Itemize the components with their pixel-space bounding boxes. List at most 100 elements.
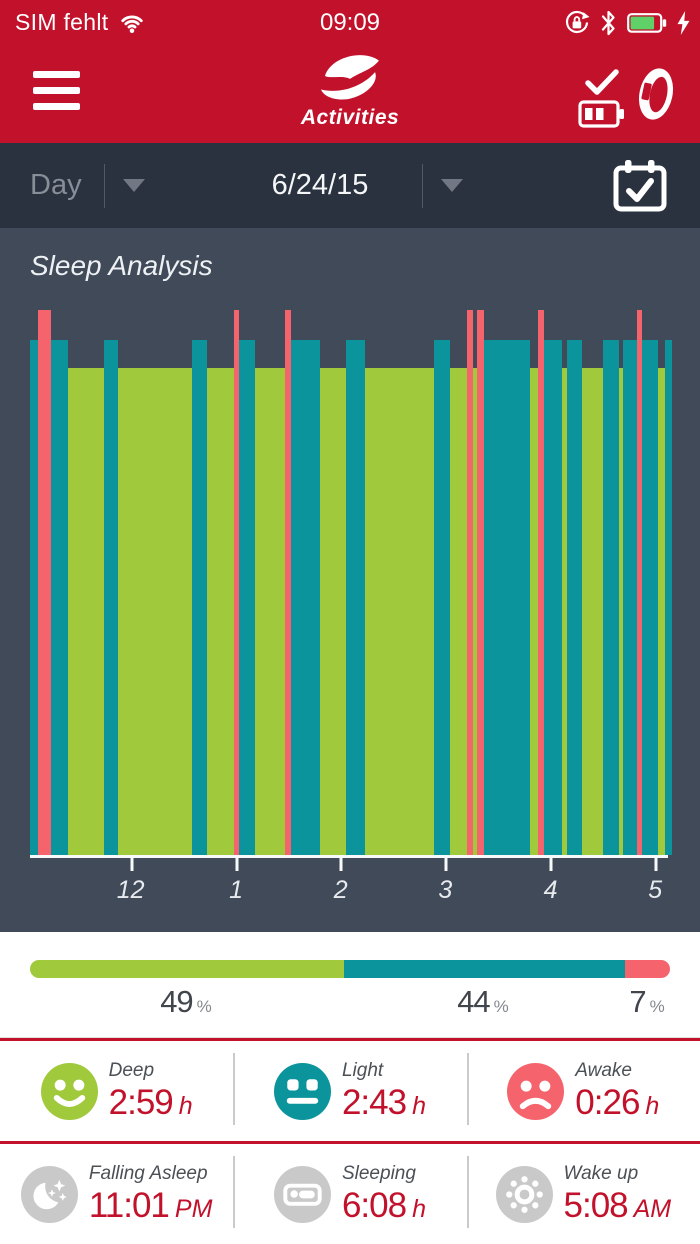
chart-segment-deep — [450, 367, 467, 855]
stat-unit: h — [412, 1091, 426, 1120]
bluetooth-icon — [600, 9, 617, 37]
moon-stars-icon — [20, 1165, 78, 1223]
x-axis-tick-label: 3 — [438, 876, 453, 904]
separator — [103, 163, 105, 208]
chart-segment-light — [30, 339, 38, 855]
x-axis-tick — [130, 858, 134, 871]
chart-segment-deep — [207, 367, 234, 855]
x-axis-tick-label: 12 — [116, 876, 145, 904]
device-sync-status — [578, 69, 626, 129]
distribution-segment-deep — [30, 960, 344, 978]
sleep-phase-stats-row: Deep 2:59 h Light 2:43 h — [0, 1038, 700, 1141]
sleep-distribution-bar — [30, 960, 670, 978]
x-axis-labels: 12 1 2 3 4 5 — [30, 876, 672, 910]
chart-segment-deep — [118, 367, 192, 855]
chart-segment-deep — [562, 367, 567, 855]
stat-label: Wake up — [563, 1162, 639, 1184]
sleep-times-stats-row: Falling Asleep 11:01 PM Sleeping 6:08 h — [0, 1141, 700, 1244]
happy-face-icon — [40, 1062, 98, 1120]
chart-segment-light — [291, 339, 320, 855]
stat-unit: h — [645, 1091, 660, 1120]
chart-segment-awake — [467, 310, 473, 855]
stat-value: 5:08 — [563, 1185, 629, 1225]
charging-icon — [677, 10, 690, 35]
x-axis-tick-label: 1 — [229, 876, 243, 904]
x-axis-tick-label: 5 — [648, 876, 663, 904]
stat-label: Sleeping — [341, 1162, 416, 1184]
stat-label: Light — [341, 1059, 384, 1081]
stat-unit: h — [412, 1194, 426, 1223]
stat-light: Light 2:43 h — [233, 1041, 466, 1141]
stat-value: 11:01 — [88, 1185, 170, 1225]
x-axis-tick-label: 4 — [543, 876, 558, 904]
chart-segment-deep — [473, 367, 477, 855]
x-axis-ticks — [30, 858, 672, 872]
status-bar: SIM fehlt 09:09 — [0, 0, 700, 45]
chart-segment-light — [104, 339, 118, 855]
battery-icon — [627, 12, 667, 34]
stat-awake: Awake 0:26 h — [466, 1041, 700, 1141]
chart-segment-awake — [38, 310, 51, 855]
stat-label: Falling Asleep — [88, 1162, 208, 1184]
x-axis-tick — [654, 858, 658, 871]
app-header: Activities — [0, 45, 700, 143]
app-logo: Activities — [0, 49, 700, 130]
date-selector[interactable]: 6/24/15 — [240, 143, 463, 228]
chart-segment-deep — [68, 367, 104, 855]
sleep-distribution-labels: 49% 44% 7% — [0, 984, 700, 1024]
chart-segment-awake — [538, 310, 544, 855]
chart-segment-deep — [658, 367, 665, 855]
chart-segment-light — [665, 339, 672, 855]
check-icon — [585, 69, 619, 96]
x-axis-tick — [549, 858, 553, 871]
chart-segment-light — [434, 339, 450, 855]
sun-icon — [495, 1165, 553, 1223]
x-axis-tick-label: 2 — [333, 876, 348, 904]
stat-falling-asleep: Falling Asleep 11:01 PM — [0, 1144, 233, 1244]
x-axis-tick — [444, 858, 448, 871]
menu-button[interactable] — [33, 71, 80, 119]
sleep-chart — [30, 310, 672, 855]
chart-segment-light — [239, 339, 255, 855]
calendar-check-icon — [613, 160, 667, 212]
chart-segment-light — [346, 339, 365, 855]
carrier-label: SIM fehlt — [15, 9, 109, 35]
stat-value: 0:26 — [575, 1082, 640, 1122]
chart-segment-light — [603, 339, 619, 855]
chart-segment-awake — [285, 310, 291, 855]
period-label: Day — [30, 169, 82, 201]
chart-segment-deep — [582, 367, 603, 855]
chart-segment-light — [544, 339, 562, 855]
chevron-down-icon — [122, 179, 145, 192]
distribution-percent-light: 44% — [457, 984, 509, 1019]
neutral-face-icon — [273, 1062, 331, 1120]
clock: 09:09 — [319, 8, 381, 36]
sleep-analysis-panel: Sleep Analysis 12 1 2 3 4 5 — [0, 228, 700, 932]
x-axis-tick — [339, 858, 343, 871]
stat-unit: PM — [174, 1194, 213, 1223]
stat-unit: h — [178, 1091, 193, 1120]
date-label: 6/24/15 — [271, 169, 369, 201]
sad-face-icon — [507, 1062, 565, 1120]
chart-title: Sleep Analysis — [30, 250, 213, 281]
chart-segment-light — [484, 339, 530, 855]
stat-label: Deep — [108, 1059, 155, 1081]
ring-tracker-icon — [634, 59, 678, 129]
app-title: Activities — [300, 106, 400, 129]
bed-icon — [273, 1165, 331, 1223]
period-selector[interactable]: Day — [30, 143, 145, 228]
distribution-segment-light — [343, 960, 626, 978]
chart-segment-awake — [477, 310, 484, 855]
chart-segment-deep — [365, 367, 434, 855]
chart-segment-awake — [637, 310, 642, 855]
chart-segment-deep — [255, 367, 285, 855]
calendar-button[interactable] — [612, 159, 668, 213]
stat-label: Awake — [575, 1059, 632, 1081]
chevron-down-icon — [441, 179, 463, 192]
toolbar: Day 6/24/15 — [0, 143, 700, 228]
chart-segment-awake — [234, 310, 239, 855]
stat-value: 2:59 — [108, 1082, 174, 1122]
sleep-distribution-section: 49% 44% 7% — [0, 932, 700, 1038]
device-battery-icon — [578, 99, 626, 129]
stat-value: 6:08 — [341, 1185, 407, 1225]
